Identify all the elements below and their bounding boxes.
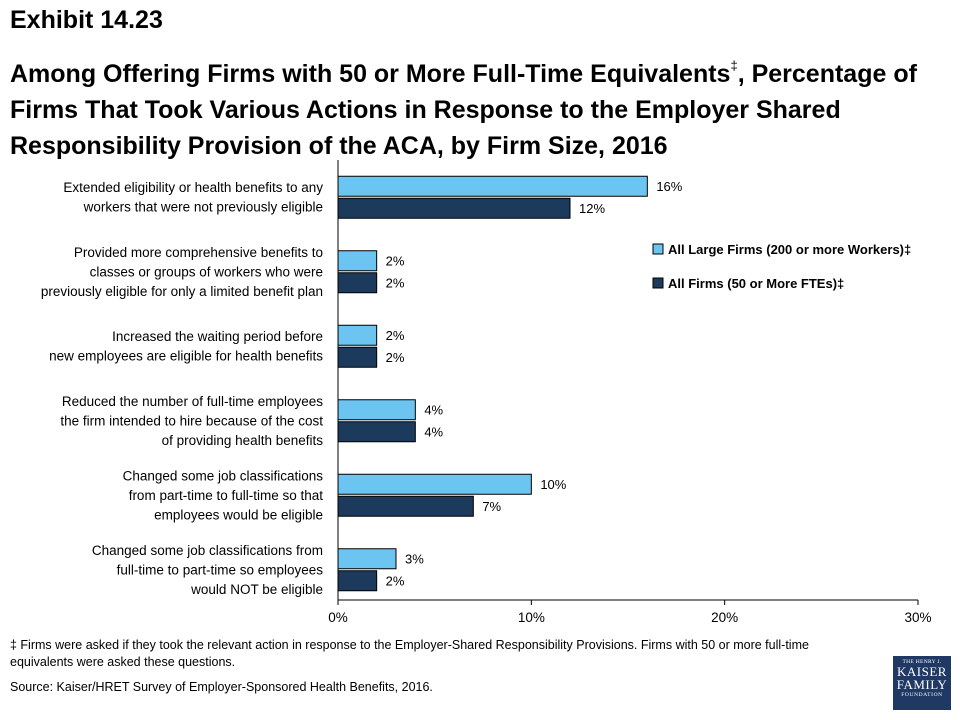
logo-line-3: FAMILY (896, 677, 948, 692)
data-label: 2% (386, 350, 405, 365)
category-label: workers that were not previously eligibl… (83, 200, 323, 215)
x-tick-label: 0% (328, 610, 348, 625)
chart-title-main: Among Offering Firms with 50 or More Ful… (10, 60, 731, 88)
logo-line-1: THE HENRY J. (902, 659, 942, 665)
data-label: 16% (656, 179, 682, 194)
logo-line-2: KAISER (897, 664, 947, 679)
bar-series-2 (337, 421, 416, 443)
category-label: Extended eligibility or health benefits … (63, 180, 323, 195)
bar-series-1 (337, 250, 378, 272)
data-label: 2% (386, 328, 405, 343)
data-label: 4% (424, 424, 443, 439)
category-label: new employees are eligible for health be… (49, 349, 323, 364)
category-label: classes or groups of workers who were (90, 264, 323, 279)
category-label: from part-time to full-time so that (129, 488, 324, 503)
x-tick-label: 10% (518, 610, 545, 625)
bar-series-1 (337, 324, 378, 346)
source-note: Source: Kaiser/HRET Survey of Employer-S… (10, 680, 433, 694)
data-label: 2% (386, 275, 405, 290)
kff-logo: THE HENRY J. KAISER FAMILY FOUNDATION (893, 656, 951, 710)
bar-series-2 (337, 570, 378, 592)
bar-series-1 (337, 399, 416, 421)
bar-chart: Extended eligibility or health benefits … (41, 160, 932, 625)
category-label: Provided more comprehensive benefits to (74, 245, 323, 260)
category-label: Changed some job classifications (123, 468, 324, 483)
chart-title-rest: , Percentage of Firms That Took Various … (10, 60, 917, 160)
x-tick-label: 30% (904, 610, 931, 625)
logo-line-4: FOUNDATION (901, 692, 943, 698)
category-label: Changed some job classifications from (92, 543, 323, 558)
legend-swatch-2 (652, 277, 664, 289)
data-label: 3% (405, 551, 424, 566)
legend-swatch-1 (652, 243, 664, 255)
x-tick-label: 20% (711, 610, 738, 625)
category-label: Reduced the number of full-time employee… (62, 394, 323, 409)
category-label: full-time to part-time so employees (117, 562, 324, 577)
legend-label: All Firms (50 or More FTEs)‡ (668, 276, 844, 291)
category-label: the firm intended to hire because of the… (60, 413, 323, 428)
category-label: previously eligible for only a limited b… (41, 284, 323, 299)
bar-series-1 (337, 548, 397, 570)
data-label: 2% (386, 573, 405, 588)
data-label: 4% (424, 402, 443, 417)
chart-title: Among Offering Firms with 50 or More Ful… (10, 48, 955, 164)
category-label: Increased the waiting period before (112, 329, 323, 344)
bar-series-2 (337, 197, 571, 219)
bar-series-2 (337, 346, 378, 368)
legend-label: All Large Firms (200 or more Workers)‡ (668, 242, 911, 257)
bar-series-1 (337, 473, 532, 495)
bar-series-1 (337, 175, 648, 197)
bar-series-2 (337, 495, 474, 517)
data-label: 12% (579, 201, 605, 216)
exhibit-number: Exhibit 14.23 (10, 6, 163, 34)
category-label: employees would be eligible (154, 507, 323, 522)
footnote: ‡ Firms were asked if they took the rele… (10, 638, 809, 669)
category-label: would NOT be eligible (190, 582, 323, 597)
title-footnote-mark: ‡ (730, 58, 738, 73)
data-label: 7% (482, 499, 501, 514)
bar-series-2 (337, 272, 378, 294)
data-label: 10% (540, 477, 566, 492)
data-label: 2% (386, 253, 405, 268)
category-label: of providing health benefits (162, 433, 324, 448)
